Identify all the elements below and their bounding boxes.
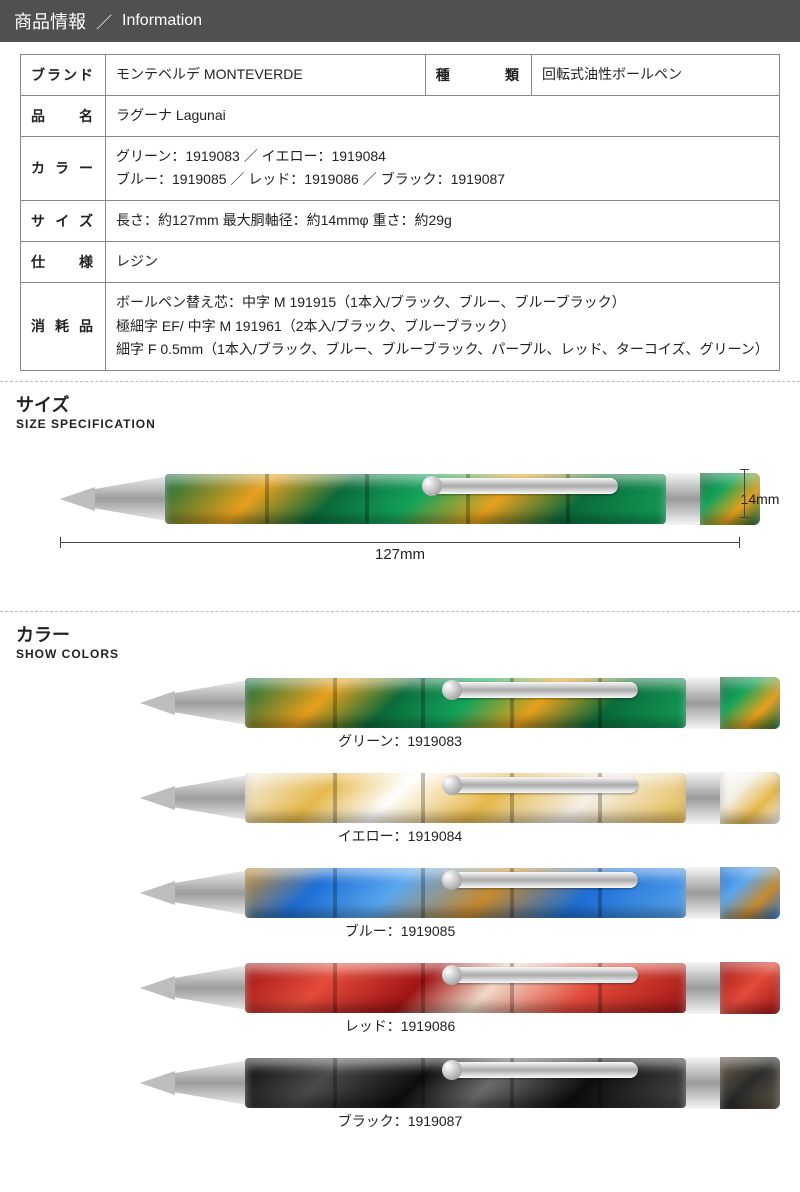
th-type: 種 類: [425, 55, 531, 96]
td-color-line2: ブルー：1919085 ／ レッド：1919086 ／ ブラック：1919087: [116, 168, 769, 192]
pen-band: [686, 867, 720, 919]
color-label: グリーン：1919083: [20, 731, 780, 751]
td-size: 長さ：約127mm 最大胴軸径：約14mmφ 重さ：約29g: [106, 201, 780, 242]
color-pen: [140, 770, 780, 825]
dim-diameter: 14mm: [740, 461, 780, 536]
td-refill-line1: ボールペン替え芯：中字 M 191915（1本入/ブラック、ブルー、ブルーブラッ…: [116, 291, 769, 315]
color-label: レッド：1919086: [20, 1016, 780, 1036]
pen-cap: [720, 867, 780, 919]
pen-cone: [95, 477, 165, 521]
color-row: グリーン：1919083: [20, 671, 780, 766]
color-title-jp: カラー: [16, 621, 800, 647]
info-table: ブランド モンテベルデ MONTEVERDE 種 類 回転式油性ボールペン 品 …: [20, 54, 780, 371]
td-type: 回転式油性ボールペン: [532, 55, 780, 96]
td-refill-line2: 極細字 EF/ 中字 M 191961（2本入/ブラック、ブルーブラック）: [116, 315, 769, 339]
td-color: グリーン：1919083 ／ イエロー：1919084 ブルー：1919085 …: [106, 136, 780, 201]
color-row: ブラック：1919087: [20, 1051, 780, 1146]
pen-cone: [175, 681, 245, 725]
pen-band: [686, 1057, 720, 1109]
size-title-jp: サイズ: [16, 391, 800, 417]
td-brand: モンテベルデ MONTEVERDE: [106, 55, 426, 96]
pen-band: [686, 772, 720, 824]
pen-band: [686, 962, 720, 1014]
color-pen: [140, 675, 780, 730]
th-refill: 消耗品: [21, 282, 106, 370]
th-spec: 仕 様: [21, 241, 106, 282]
pen-clip: [448, 777, 638, 793]
th-brand: ブランド: [21, 55, 106, 96]
header-title-en: Information: [122, 12, 202, 30]
divider: [0, 611, 800, 613]
dim-length-label: 127mm: [369, 546, 431, 563]
colors-block: グリーン：1919083 イエロー：1919084 ブルー：1919085 レッド：1…: [20, 671, 780, 1146]
pen-cone: [175, 776, 245, 820]
pen-clip: [448, 967, 638, 983]
dim-diameter-label: 14mm: [741, 491, 780, 507]
th-color: カラー: [21, 136, 106, 201]
td-refill: ボールペン替え芯：中字 M 191915（1本入/ブラック、ブルー、ブルーブラッ…: [106, 282, 780, 370]
pen-body: [245, 678, 686, 728]
pen-band: [666, 473, 700, 525]
pen-tip: [140, 976, 175, 1000]
color-label: ブルー：1919085: [20, 921, 780, 941]
header-title-jp: 商品情報: [14, 8, 86, 34]
color-label: ブラック：1919087: [20, 1111, 780, 1131]
dim-length: 127mm: [60, 536, 740, 566]
pen-tip: [140, 1071, 175, 1095]
color-row: レッド：1919086: [20, 956, 780, 1051]
td-spec: レジン: [106, 241, 780, 282]
td-name: ラグーナ Lagunai: [106, 95, 780, 136]
th-name: 品 名: [21, 95, 106, 136]
pen-clip: [448, 1062, 638, 1078]
pen-cone: [175, 1061, 245, 1105]
size-pen: [60, 471, 760, 526]
pen-body: [245, 868, 686, 918]
pen-clip: [448, 682, 638, 698]
color-pen: [140, 960, 780, 1015]
pen-tip: [140, 881, 175, 905]
pen-clip: [448, 872, 638, 888]
pen-tip: [60, 487, 95, 511]
pen-tip: [140, 786, 175, 810]
pen-body: [245, 773, 686, 823]
pen-cone: [175, 966, 245, 1010]
td-refill-line3: 細字 F 0.5mm（1本入/ブラック、ブルー、ブルーブラック、パープル、レッド…: [116, 338, 769, 362]
color-pen: [140, 1055, 780, 1110]
divider: [0, 381, 800, 383]
color-row: ブルー：1919085: [20, 861, 780, 956]
pen-cone: [175, 871, 245, 915]
size-title-en: SIZE SPECIFICATION: [16, 417, 800, 431]
color-pen: [140, 865, 780, 920]
pen-cap: [720, 1057, 780, 1109]
td-color-line1: グリーン：1919083 ／ イエロー：1919084: [116, 145, 769, 169]
color-row: イエロー：1919084: [20, 766, 780, 861]
pen-body: [165, 474, 666, 524]
pen-tip: [140, 691, 175, 715]
color-title-en: SHOW COLORS: [16, 647, 800, 661]
pen-cap: [720, 677, 780, 729]
pen-band: [686, 677, 720, 729]
pen-cap: [720, 772, 780, 824]
section-header: 商品情報 ／ Information: [0, 0, 800, 42]
pen-body: [245, 963, 686, 1013]
color-label: イエロー：1919084: [20, 826, 780, 846]
header-divider: ／: [96, 9, 112, 33]
pen-body: [245, 1058, 686, 1108]
size-figure: 14mm 127mm: [20, 461, 780, 591]
pen-cap: [720, 962, 780, 1014]
pen-clip: [428, 478, 618, 494]
th-size: サイズ: [21, 201, 106, 242]
